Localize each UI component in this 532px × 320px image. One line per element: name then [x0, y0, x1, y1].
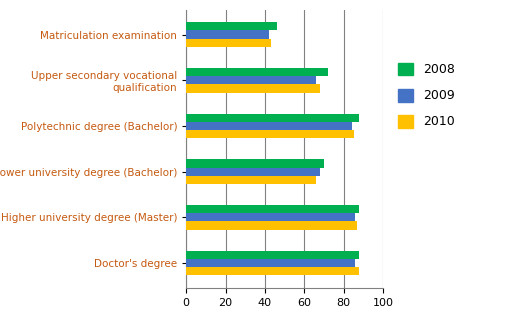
Bar: [186, 84, 320, 92]
Bar: [186, 30, 269, 39]
Bar: [186, 122, 352, 130]
Bar: [186, 267, 360, 275]
Bar: [186, 213, 355, 221]
Bar: [186, 76, 316, 84]
Bar: [186, 168, 320, 176]
Bar: [186, 39, 271, 47]
Bar: [186, 114, 360, 122]
Bar: [186, 22, 277, 30]
Bar: [186, 259, 355, 267]
Bar: [186, 221, 358, 230]
Bar: [186, 251, 360, 259]
Bar: [186, 176, 316, 184]
Bar: [186, 205, 360, 213]
Bar: [186, 159, 324, 168]
Bar: [186, 130, 353, 138]
Legend: 2008, 2009, 2010: 2008, 2009, 2010: [393, 58, 460, 133]
Bar: [186, 68, 328, 76]
